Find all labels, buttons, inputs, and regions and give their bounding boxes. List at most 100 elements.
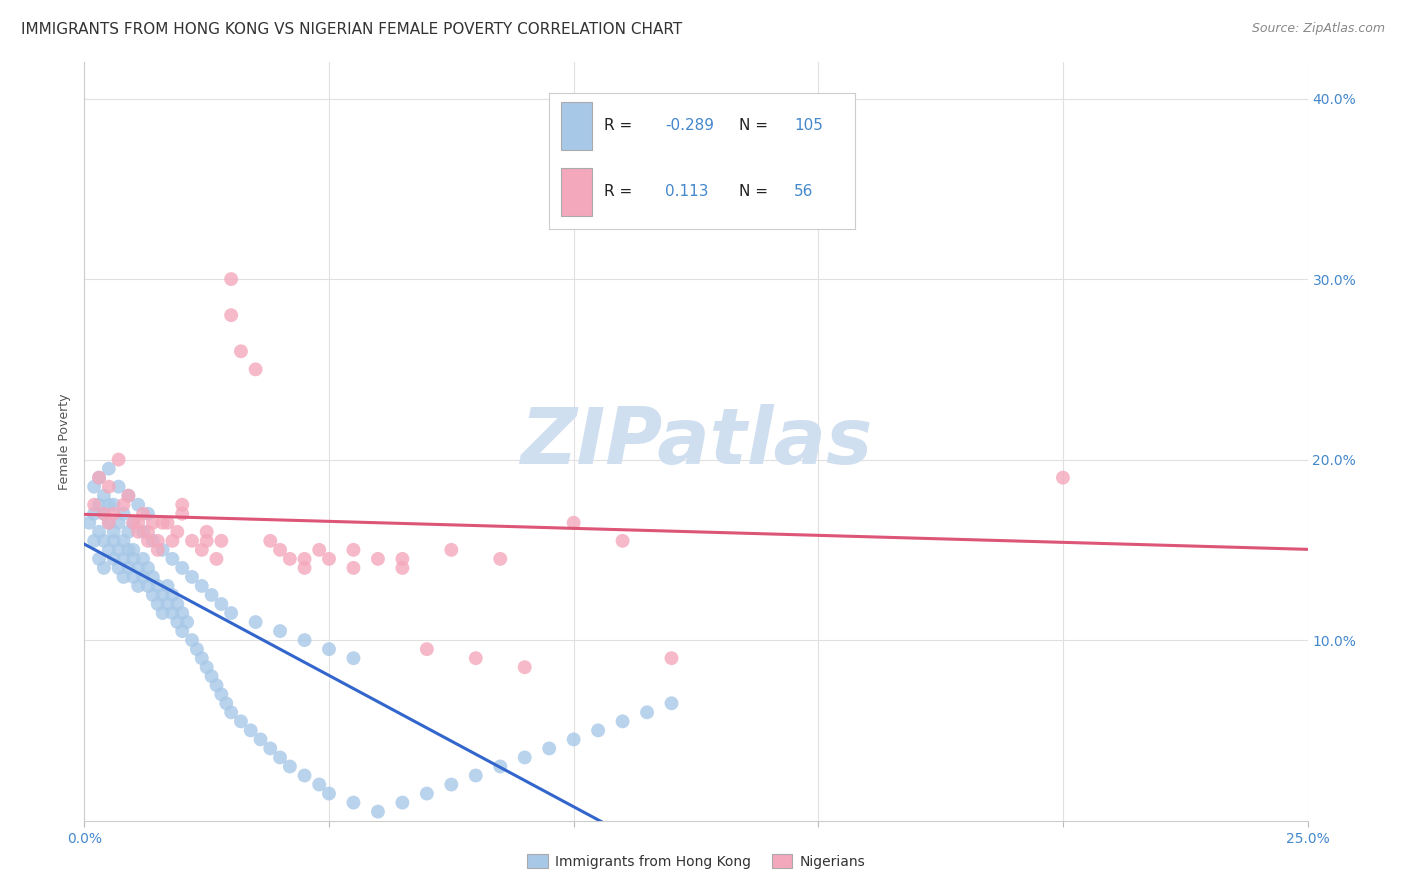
Point bbox=[136, 533, 159, 548]
Point bbox=[342, 542, 364, 557]
Point bbox=[489, 552, 512, 566]
Point bbox=[117, 524, 139, 539]
Point bbox=[586, 723, 609, 738]
Point bbox=[342, 651, 364, 665]
Point bbox=[172, 624, 194, 639]
Point bbox=[162, 588, 184, 602]
Point bbox=[367, 805, 389, 819]
Point bbox=[93, 561, 115, 575]
Point bbox=[87, 470, 110, 484]
Point bbox=[136, 579, 159, 593]
Point bbox=[308, 778, 330, 792]
Point bbox=[367, 552, 389, 566]
Point bbox=[152, 606, 174, 620]
Point bbox=[112, 552, 135, 566]
Point bbox=[93, 507, 115, 521]
Point bbox=[172, 561, 194, 575]
Point bbox=[142, 516, 165, 530]
Point bbox=[294, 633, 316, 648]
Point bbox=[132, 552, 155, 566]
Point bbox=[83, 533, 105, 548]
Point bbox=[97, 542, 120, 557]
Point bbox=[127, 524, 149, 539]
Point bbox=[440, 542, 463, 557]
Y-axis label: Female Poverty: Female Poverty bbox=[58, 393, 72, 490]
Point bbox=[132, 570, 155, 584]
Point bbox=[127, 498, 149, 512]
Point bbox=[342, 796, 364, 810]
Point bbox=[87, 498, 110, 512]
Point bbox=[93, 507, 115, 521]
Point bbox=[146, 579, 169, 593]
Point bbox=[464, 651, 486, 665]
Point bbox=[176, 615, 198, 629]
Point bbox=[181, 570, 204, 584]
Point bbox=[318, 552, 340, 566]
Point bbox=[83, 498, 105, 512]
Point bbox=[162, 533, 184, 548]
Point bbox=[103, 507, 125, 521]
Point bbox=[538, 741, 561, 756]
Point bbox=[612, 533, 634, 548]
Point bbox=[136, 524, 159, 539]
Point bbox=[112, 570, 135, 584]
Point bbox=[146, 542, 169, 557]
Point bbox=[245, 362, 267, 376]
Point bbox=[156, 597, 179, 611]
Point bbox=[112, 498, 135, 512]
Text: ZIPatlas: ZIPatlas bbox=[520, 403, 872, 480]
Point bbox=[195, 524, 218, 539]
Point bbox=[391, 552, 413, 566]
Point bbox=[636, 706, 658, 720]
Point bbox=[152, 542, 174, 557]
Point bbox=[239, 723, 262, 738]
Point bbox=[215, 696, 238, 710]
Point bbox=[107, 452, 129, 467]
Point bbox=[489, 759, 512, 773]
Point bbox=[219, 706, 242, 720]
Point bbox=[612, 714, 634, 729]
Point bbox=[181, 533, 204, 548]
Point bbox=[103, 498, 125, 512]
Point bbox=[87, 470, 110, 484]
Point bbox=[166, 597, 188, 611]
Point bbox=[93, 533, 115, 548]
Point bbox=[97, 516, 120, 530]
Point bbox=[132, 507, 155, 521]
Point bbox=[97, 461, 120, 475]
Point bbox=[117, 542, 139, 557]
Point bbox=[562, 732, 585, 747]
Point bbox=[93, 489, 115, 503]
Point bbox=[562, 516, 585, 530]
Point bbox=[83, 507, 105, 521]
Point bbox=[294, 561, 316, 575]
Point bbox=[97, 498, 120, 512]
Point bbox=[513, 660, 536, 674]
Point bbox=[122, 516, 145, 530]
Point bbox=[294, 552, 316, 566]
Point bbox=[107, 561, 129, 575]
Point bbox=[87, 552, 110, 566]
Point bbox=[83, 480, 105, 494]
Point bbox=[152, 516, 174, 530]
Point bbox=[294, 768, 316, 782]
Point bbox=[209, 533, 232, 548]
Point bbox=[152, 588, 174, 602]
Point bbox=[181, 633, 204, 648]
Point bbox=[107, 516, 129, 530]
Point bbox=[278, 552, 301, 566]
Point bbox=[278, 759, 301, 773]
Point bbox=[112, 507, 135, 521]
Point bbox=[229, 344, 252, 359]
Point bbox=[166, 615, 188, 629]
Point bbox=[318, 642, 340, 657]
Point bbox=[191, 579, 214, 593]
Point bbox=[166, 524, 188, 539]
Point bbox=[112, 533, 135, 548]
Point bbox=[172, 498, 194, 512]
Point bbox=[209, 597, 232, 611]
Point bbox=[132, 524, 155, 539]
Point bbox=[186, 642, 208, 657]
Point bbox=[440, 778, 463, 792]
Point bbox=[191, 651, 214, 665]
